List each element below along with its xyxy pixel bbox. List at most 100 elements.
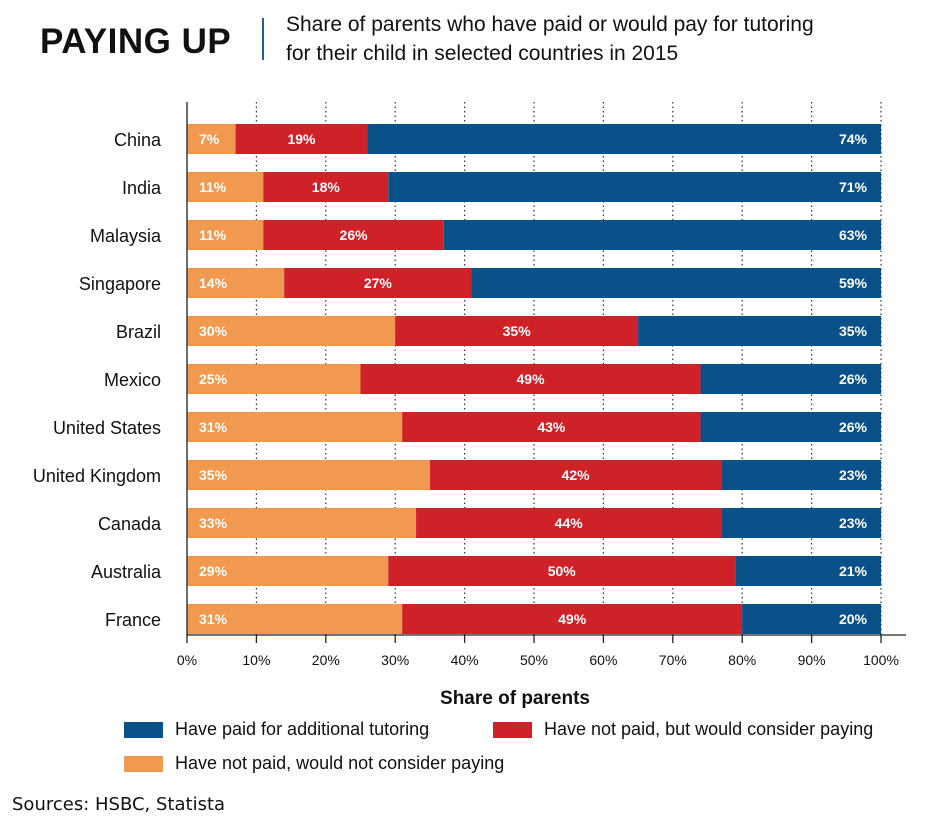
legend-swatch-paid <box>124 721 163 738</box>
x-tick-label: 40% <box>451 652 479 668</box>
data-label: 35% <box>199 467 228 483</box>
data-label: 49% <box>517 371 546 387</box>
title-divider <box>262 18 264 60</box>
bar-segment <box>721 508 881 538</box>
legend-label-paid: Have paid for additional tutoring <box>175 719 430 739</box>
bar-segment <box>284 268 472 298</box>
x-tick-label: 20% <box>312 652 340 668</box>
data-label: 26% <box>839 371 868 387</box>
bar-segment <box>443 220 881 250</box>
data-label: 11% <box>199 179 227 195</box>
data-label: 59% <box>839 275 868 291</box>
bar-segment <box>263 172 389 202</box>
legend-label-would-not: Have not paid, would not consider paying <box>175 753 505 773</box>
data-label: 14% <box>199 275 228 291</box>
bar-segment <box>187 268 285 298</box>
x-tick-label: 70% <box>659 652 687 668</box>
category-label: Singapore <box>79 274 161 294</box>
bar-segment <box>721 460 881 490</box>
data-label: 31% <box>199 611 228 627</box>
category-label: Malaysia <box>90 226 162 246</box>
bar-segment <box>187 316 396 346</box>
bar-segment <box>700 364 881 394</box>
data-label: 18% <box>312 179 341 195</box>
data-label: 42% <box>562 467 591 483</box>
data-label: 11% <box>199 227 227 243</box>
bar-segment <box>187 460 430 490</box>
source-note: Sources: HSBC, Statista <box>12 794 226 815</box>
bar-segment <box>429 460 722 490</box>
data-label: 35% <box>503 323 532 339</box>
x-tick-label: 80% <box>728 652 756 668</box>
bar-segment <box>735 556 881 586</box>
data-label: 74% <box>839 131 868 147</box>
category-label: Brazil <box>116 322 161 342</box>
x-tick-label: 30% <box>381 652 409 668</box>
subtitle-line-1: Share of parents who have paid or would … <box>286 13 814 36</box>
data-label: 23% <box>839 515 868 531</box>
data-label: 33% <box>199 515 228 531</box>
data-label: 23% <box>839 467 868 483</box>
bar-segment <box>187 124 236 154</box>
stacked-bar-chart: China 7% 19% 74% India 11% 18% 71% Malaysia 11% 26… <box>33 102 906 709</box>
bar-segment <box>187 556 389 586</box>
bar-segment <box>235 124 368 154</box>
legend-item-paid: Have paid for additional tutoring <box>124 719 429 740</box>
data-label: 27% <box>364 275 393 291</box>
bar-segment <box>187 220 264 250</box>
x-tick-label: 100% <box>863 652 899 668</box>
x-axis-title: Share of parents <box>440 688 590 709</box>
bar-segment <box>367 124 881 154</box>
legend-item-would-consider: Have not paid, but would consider paying <box>493 719 873 740</box>
chart-title: PAYING UP <box>40 22 232 61</box>
data-label: 63% <box>839 227 868 243</box>
bar-segment <box>742 604 881 634</box>
bar-segment <box>388 556 736 586</box>
x-tick-label: 0% <box>177 652 197 668</box>
data-label: 7% <box>199 131 220 147</box>
bar-segment <box>395 316 639 346</box>
category-label: France <box>105 610 161 630</box>
category-label: Canada <box>98 514 162 534</box>
category-label: Mexico <box>104 370 161 390</box>
data-label: 25% <box>199 371 228 387</box>
bar-segment <box>360 364 701 394</box>
bar-segment <box>187 364 361 394</box>
x-tick-label: 90% <box>798 652 826 668</box>
category-label: Australia <box>91 562 162 582</box>
bar-segment <box>471 268 881 298</box>
x-tick-label: 60% <box>589 652 617 668</box>
data-label: 19% <box>287 131 316 147</box>
legend-label-would-consider: Have not paid, but would consider paying <box>544 719 874 739</box>
category-label: United Kingdom <box>33 466 161 486</box>
chart-subtitle: Share of parents who have paid or would … <box>286 10 926 68</box>
bar-segment <box>402 604 743 634</box>
bar-segment <box>187 508 417 538</box>
data-label: 30% <box>199 323 228 339</box>
bar-segment <box>416 508 722 538</box>
bar-segment <box>187 412 403 442</box>
subtitle-line-2: for their child in selected countries in… <box>286 42 679 65</box>
data-label: 21% <box>839 563 868 579</box>
bar-segment <box>187 172 264 202</box>
data-label: 35% <box>839 323 868 339</box>
category-label: India <box>122 178 162 198</box>
bar-segment <box>187 604 403 634</box>
bar-segment <box>638 316 881 346</box>
data-label: 71% <box>839 179 868 195</box>
x-tick-label: 50% <box>520 652 548 668</box>
bar-segment <box>700 412 881 442</box>
data-label: 49% <box>558 611 587 627</box>
data-label: 20% <box>839 611 868 627</box>
x-tick-label: 10% <box>242 652 270 668</box>
bar-segment <box>388 172 881 202</box>
data-label: 26% <box>839 419 868 435</box>
data-label: 44% <box>555 515 584 531</box>
legend-swatch-would-consider <box>493 721 532 738</box>
legend-swatch-would-not <box>124 755 163 772</box>
bar-segment <box>402 412 701 442</box>
data-label: 29% <box>199 563 228 579</box>
data-label: 50% <box>548 563 577 579</box>
legend-item-would-not: Have not paid, would not consider paying <box>124 753 504 774</box>
data-label: 26% <box>340 227 369 243</box>
